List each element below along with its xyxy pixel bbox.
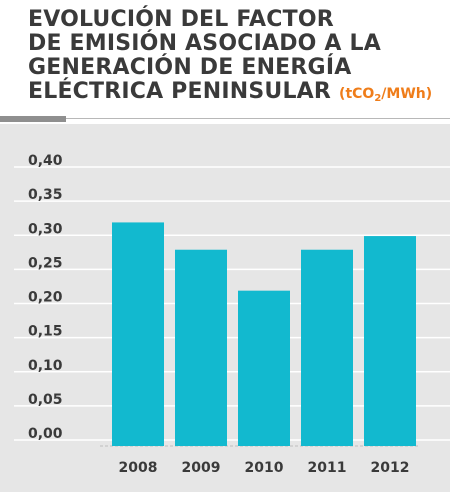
x-tick-label: 2008 [119, 460, 158, 476]
title-line-3: GENERACIÓN DE ENERGÍA [28, 55, 352, 80]
bar-2011 [301, 249, 353, 446]
x-tick-label: 2011 [308, 460, 347, 476]
x-axis-ticks: 2008 2009 2010 2011 2012 [119, 460, 410, 476]
y-tick-label: 0,15 [28, 324, 63, 340]
y-tick-label: 0,05 [28, 392, 63, 408]
x-tick-label: 2012 [371, 460, 410, 476]
y-axis-ticks: 0,00 0,05 0,10 0,15 0,20 0,25 0,30 0,35 0,40 [28, 153, 63, 442]
x-tick-label: 2010 [245, 460, 284, 476]
unit-label: (tCO2/MWh) [339, 86, 433, 104]
bar-2010 [238, 290, 290, 446]
bar-2012 [364, 236, 416, 446]
unit-subscript: 2 [374, 93, 382, 104]
y-tick-label: 0,00 [28, 426, 63, 442]
bar-2009 [175, 249, 227, 446]
y-tick-label: 0,35 [28, 187, 63, 203]
header-divider [66, 118, 450, 119]
x-tick-label: 2009 [182, 460, 221, 476]
title-line-2: DE EMISIÓN ASOCIADO A LA [28, 31, 381, 56]
unit-suffix: /MWh) [381, 86, 433, 102]
chart-header: EVOLUCIÓN DEL FACTOR DE EMISIÓN ASOCIADO… [0, 0, 450, 115]
title-line-4-text: ELÉCTRICA PENINSULAR [28, 79, 332, 104]
title-line-1: EVOLUCIÓN DEL FACTOR [28, 7, 334, 32]
accent-bar [0, 116, 66, 122]
y-tick-label: 0,20 [28, 290, 63, 306]
bars [112, 222, 416, 446]
title-line-4: ELÉCTRICA PENINSULAR (tCO2/MWh) [28, 80, 432, 111]
y-tick-label: 0,10 [28, 358, 63, 374]
y-tick-label: 0,40 [28, 153, 63, 169]
y-tick-label: 0,25 [28, 255, 63, 271]
y-tick-label: 0,30 [28, 221, 63, 237]
bar-2008 [112, 222, 164, 446]
unit-prefix: (tCO [339, 86, 375, 102]
chart-title: EVOLUCIÓN DEL FACTOR DE EMISIÓN ASOCIADO… [28, 8, 432, 111]
